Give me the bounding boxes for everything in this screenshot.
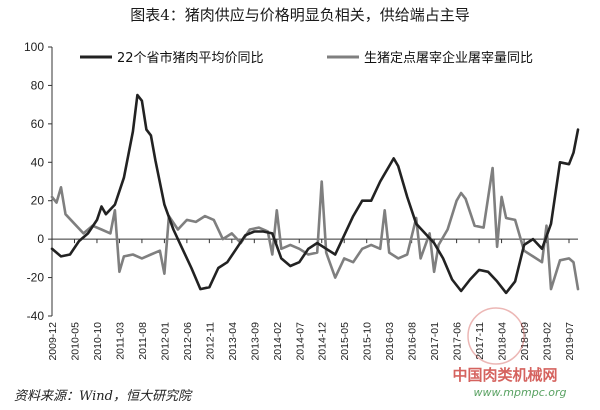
y-tick-label: -20	[27, 271, 45, 285]
y-tick-label: 80	[31, 78, 45, 92]
y-tick-label: 40	[31, 155, 45, 169]
series-line-2	[50, 166, 580, 291]
legend-label-series-2: 生猪定点屠宰企业屠宰量同比	[364, 50, 533, 66]
x-tick-label: 2017-06	[452, 322, 464, 361]
x-tick-label: 2012-06	[182, 322, 194, 361]
watermark-logo-icon	[467, 307, 525, 365]
x-tick-label: 2018-04	[497, 322, 509, 361]
y-tick-label: 0	[37, 232, 44, 246]
x-tick-label: 2016-08	[407, 322, 419, 361]
source-note: 资料来源：Wind，恒大研究院	[14, 388, 193, 404]
x-tick-label: 2019-02	[542, 322, 554, 361]
x-tick-label: 2012-01	[159, 322, 171, 361]
y-tick-label: 20	[31, 194, 45, 208]
x-tick-label: 2014-02	[272, 322, 284, 361]
y-axis: -40 -20 0 20 40 60 80 100	[24, 40, 53, 323]
y-tick-label: 60	[31, 117, 45, 131]
x-tick-label: 2009-12	[47, 322, 59, 361]
series-line-1	[50, 93, 580, 295]
legend-label-series-1: 22个省市猪肉平均价同比	[117, 50, 264, 66]
x-tick-label: 2011-03	[114, 322, 126, 360]
watermark-text: 中国肉类机械网	[452, 366, 557, 384]
y-tick-label: 100	[24, 40, 44, 54]
x-tick-label: 2015-10	[362, 322, 374, 361]
x-tick-label: 2012-11	[204, 322, 216, 360]
watermark: 中国肉类机械网 www.mpmpc.org	[452, 307, 567, 399]
watermark-url: www.mpmpc.org	[474, 386, 567, 399]
x-tick-label: 2014-07	[294, 322, 306, 361]
x-tick-label: 2015-05	[339, 322, 351, 361]
x-tick-label: 2010-10	[92, 322, 104, 361]
x-tick-label: 2010-05	[69, 322, 81, 361]
x-tick-label: 2011-08	[137, 322, 149, 360]
x-tick-label: 2016-03	[384, 322, 396, 361]
chart-title: 图表4：猪肉供应与价格明显负相关，供给端占主导	[130, 6, 470, 24]
x-tick-label: 2013-04	[227, 322, 239, 361]
x-tick-label: 2018-09	[519, 322, 531, 361]
y-tick-label: -40	[27, 309, 45, 323]
x-tick-label: 2017-01	[429, 322, 441, 361]
x-tick-label: 2019-07	[564, 322, 576, 361]
x-tick-label: 2013-09	[249, 322, 261, 361]
x-tick-label: 2014-12	[317, 322, 329, 361]
x-axis: 2009-12 2010-05 2010-10 2011-03 2011-08 2012-…	[47, 238, 578, 361]
series-layer	[50, 93, 580, 295]
legend: 22个省市猪肉平均价同比 生猪定点屠宰企业屠宰量同比	[80, 50, 533, 66]
x-tick-label: 2017-11	[474, 322, 486, 360]
